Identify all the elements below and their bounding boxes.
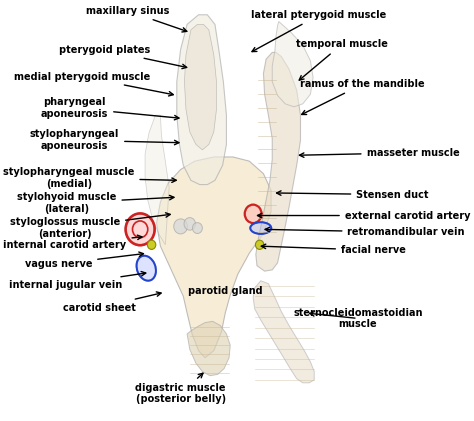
Text: stylohyoid muscle
(lateral): stylohyoid muscle (lateral) [17, 192, 174, 214]
Text: retromandibular vein: retromandibular vein [265, 227, 465, 237]
Text: pterygoid plates: pterygoid plates [59, 45, 187, 69]
Text: pharyngeal
aponeurosis: pharyngeal aponeurosis [41, 97, 179, 120]
Polygon shape [184, 24, 217, 150]
Polygon shape [177, 15, 227, 184]
Circle shape [184, 218, 195, 230]
Text: vagus nerve: vagus nerve [25, 252, 144, 269]
Text: medial pterygoid muscle: medial pterygoid muscle [14, 72, 173, 96]
Text: digastric muscle
(posterior belly): digastric muscle (posterior belly) [136, 373, 226, 405]
Text: external carotid artery: external carotid artery [257, 210, 470, 221]
Circle shape [255, 240, 264, 249]
Text: Stensen duct: Stensen duct [276, 189, 428, 200]
Circle shape [147, 240, 156, 249]
Text: internal jugular vein: internal jugular vein [9, 272, 146, 290]
Text: temporal muscle: temporal muscle [296, 40, 388, 80]
Text: masseter muscle: masseter muscle [300, 148, 459, 158]
Polygon shape [187, 321, 230, 376]
Text: internal carotid artery: internal carotid artery [3, 235, 142, 250]
Text: stylopharyngeal
aponeurosis: stylopharyngeal aponeurosis [30, 129, 179, 151]
Ellipse shape [137, 256, 156, 281]
Polygon shape [145, 115, 169, 245]
Polygon shape [156, 157, 271, 358]
Circle shape [126, 213, 155, 245]
Text: parotid gland: parotid gland [188, 286, 263, 296]
Text: ramus of the mandible: ramus of the mandible [301, 79, 425, 115]
Polygon shape [272, 21, 313, 107]
Text: sternocleidomastoidian
muscle: sternocleidomastoidian muscle [293, 308, 422, 329]
Polygon shape [256, 52, 301, 271]
Ellipse shape [250, 222, 271, 234]
Circle shape [174, 219, 188, 234]
Text: carotid sheet: carotid sheet [63, 292, 161, 312]
Polygon shape [253, 281, 314, 383]
Circle shape [245, 205, 262, 223]
Text: styloglossus muscle
(anterior): styloglossus muscle (anterior) [10, 213, 170, 239]
Text: lateral pterygoid muscle: lateral pterygoid muscle [251, 10, 386, 52]
Text: facial nerve: facial nerve [261, 244, 406, 255]
Text: stylopharyngeal muscle
(medial): stylopharyngeal muscle (medial) [3, 167, 176, 189]
Circle shape [192, 223, 202, 234]
Text: maxillary sinus: maxillary sinus [86, 6, 187, 32]
